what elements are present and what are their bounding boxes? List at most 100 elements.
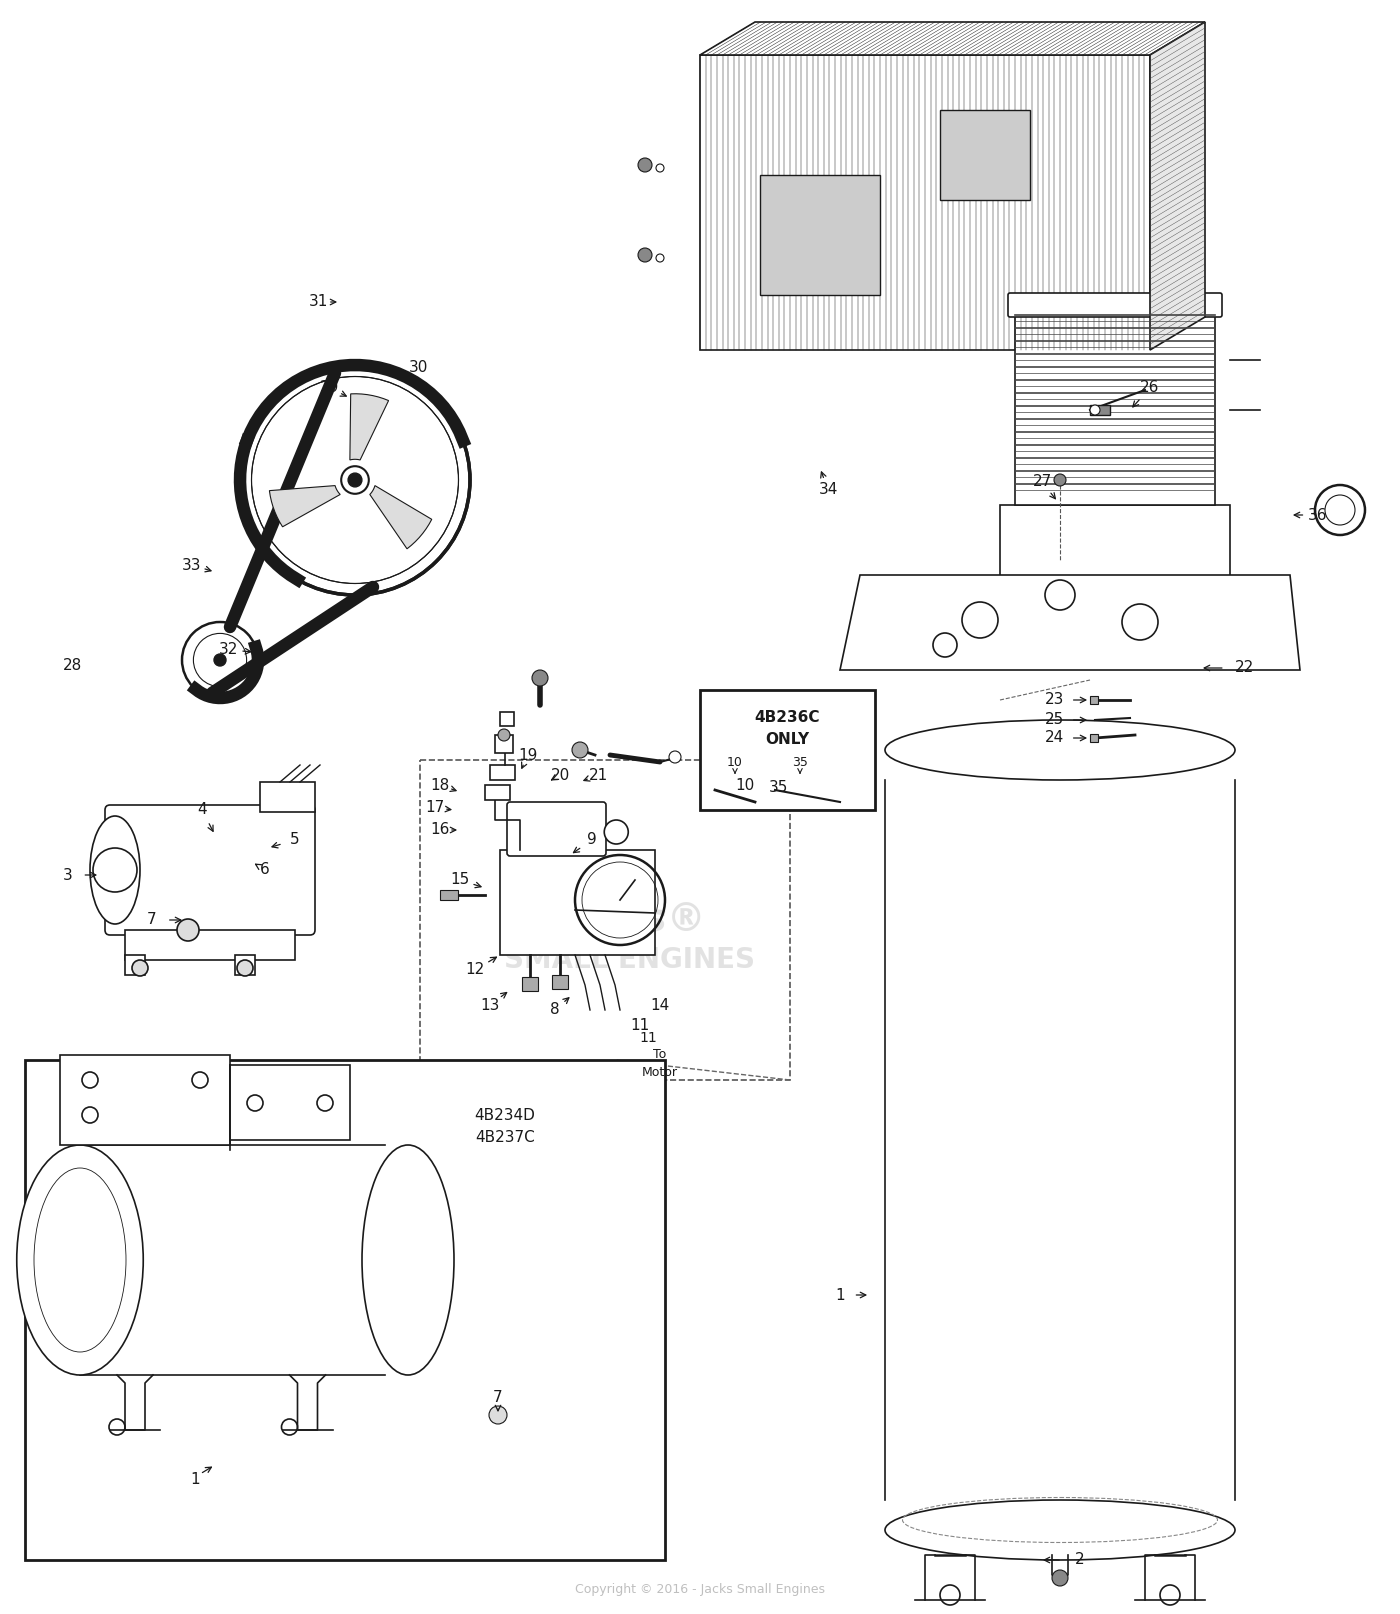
- Ellipse shape: [34, 1169, 126, 1353]
- Text: 17: 17: [426, 801, 445, 815]
- Text: 9: 9: [587, 833, 596, 847]
- Circle shape: [638, 249, 652, 261]
- Text: 6: 6: [260, 862, 270, 878]
- Bar: [125, 930, 295, 960]
- Bar: [230, 1065, 350, 1139]
- Text: Jacks®: Jacks®: [554, 901, 706, 939]
- Circle shape: [1315, 484, 1365, 534]
- Circle shape: [498, 730, 510, 741]
- Text: 21: 21: [588, 768, 608, 783]
- Text: 8: 8: [550, 1002, 560, 1017]
- Ellipse shape: [363, 1144, 454, 1375]
- Text: 29: 29: [321, 381, 340, 395]
- Circle shape: [176, 918, 199, 941]
- Circle shape: [214, 654, 225, 667]
- Text: 11: 11: [640, 1031, 657, 1044]
- Bar: [700, 691, 875, 810]
- Text: 12: 12: [465, 962, 484, 978]
- Bar: [552, 975, 568, 989]
- Text: 32: 32: [218, 642, 238, 657]
- Text: 20: 20: [550, 768, 570, 783]
- Bar: [1009, 596, 1056, 623]
- Text: 15: 15: [451, 873, 469, 888]
- Polygon shape: [1149, 23, 1205, 350]
- Text: 10: 10: [735, 778, 755, 792]
- FancyBboxPatch shape: [1008, 294, 1222, 316]
- Circle shape: [1051, 1570, 1068, 1587]
- Text: 7: 7: [147, 912, 157, 928]
- Text: 30: 30: [409, 360, 427, 376]
- Bar: [1190, 596, 1235, 623]
- Text: 33: 33: [182, 557, 202, 573]
- Circle shape: [657, 253, 664, 261]
- Ellipse shape: [885, 1499, 1235, 1561]
- Bar: [484, 784, 510, 801]
- Text: 34: 34: [819, 483, 837, 497]
- Text: To: To: [654, 1049, 666, 1062]
- Ellipse shape: [17, 1144, 143, 1375]
- Text: ONLY: ONLY: [766, 733, 809, 747]
- Text: 23: 23: [1046, 692, 1064, 707]
- Bar: [1091, 405, 1110, 415]
- Circle shape: [237, 960, 253, 976]
- Ellipse shape: [885, 720, 1235, 780]
- Circle shape: [489, 1406, 507, 1424]
- Text: 4: 4: [197, 802, 207, 818]
- Text: 25: 25: [1046, 712, 1064, 728]
- Bar: [260, 783, 315, 812]
- Polygon shape: [269, 486, 340, 526]
- Ellipse shape: [90, 817, 140, 923]
- Bar: [500, 712, 514, 726]
- Bar: [490, 765, 515, 780]
- Polygon shape: [370, 486, 431, 549]
- Text: 31: 31: [308, 294, 328, 310]
- Text: 19: 19: [518, 747, 538, 762]
- Text: 11: 11: [630, 1017, 650, 1033]
- Text: 26: 26: [1141, 381, 1159, 395]
- Bar: [760, 174, 881, 295]
- Circle shape: [349, 473, 361, 487]
- Circle shape: [1054, 475, 1065, 486]
- Text: 3: 3: [63, 867, 73, 883]
- Bar: [1091, 734, 1098, 742]
- Text: 4B236C: 4B236C: [755, 710, 820, 726]
- Text: 36: 36: [1308, 507, 1327, 523]
- Bar: [500, 851, 655, 955]
- Text: 27: 27: [1032, 475, 1051, 489]
- Circle shape: [669, 751, 680, 763]
- Text: SMALL ENGINES: SMALL ENGINES: [504, 946, 756, 973]
- Circle shape: [605, 820, 629, 844]
- Bar: [125, 955, 146, 975]
- FancyBboxPatch shape: [105, 805, 315, 935]
- Text: 1: 1: [190, 1472, 200, 1488]
- Bar: [700, 55, 1149, 350]
- Text: 1: 1: [836, 1288, 844, 1302]
- Bar: [496, 734, 512, 754]
- Bar: [420, 760, 790, 1080]
- Text: 16: 16: [430, 823, 449, 838]
- Circle shape: [638, 158, 652, 173]
- Bar: [1091, 696, 1098, 704]
- Text: Motor: Motor: [643, 1065, 678, 1078]
- Text: 4B234D: 4B234D: [475, 1107, 535, 1122]
- Circle shape: [1324, 495, 1355, 525]
- Bar: [939, 110, 1030, 200]
- Polygon shape: [700, 23, 1205, 55]
- Text: 5: 5: [290, 833, 300, 847]
- Circle shape: [657, 165, 664, 173]
- Text: 2: 2: [1075, 1553, 1085, 1567]
- Bar: [522, 976, 538, 991]
- Bar: [235, 955, 255, 975]
- Text: 35: 35: [769, 781, 788, 796]
- Polygon shape: [350, 394, 389, 460]
- Polygon shape: [840, 575, 1301, 670]
- Bar: [440, 889, 458, 901]
- Text: 14: 14: [651, 997, 669, 1012]
- Text: Copyright © 2016 - Jacks Small Engines: Copyright © 2016 - Jacks Small Engines: [575, 1583, 825, 1596]
- Bar: [1000, 505, 1231, 610]
- Text: 13: 13: [480, 997, 500, 1012]
- FancyBboxPatch shape: [507, 802, 606, 855]
- Circle shape: [1091, 405, 1100, 415]
- Text: 18: 18: [430, 778, 449, 792]
- Text: 4B237C: 4B237C: [475, 1130, 535, 1146]
